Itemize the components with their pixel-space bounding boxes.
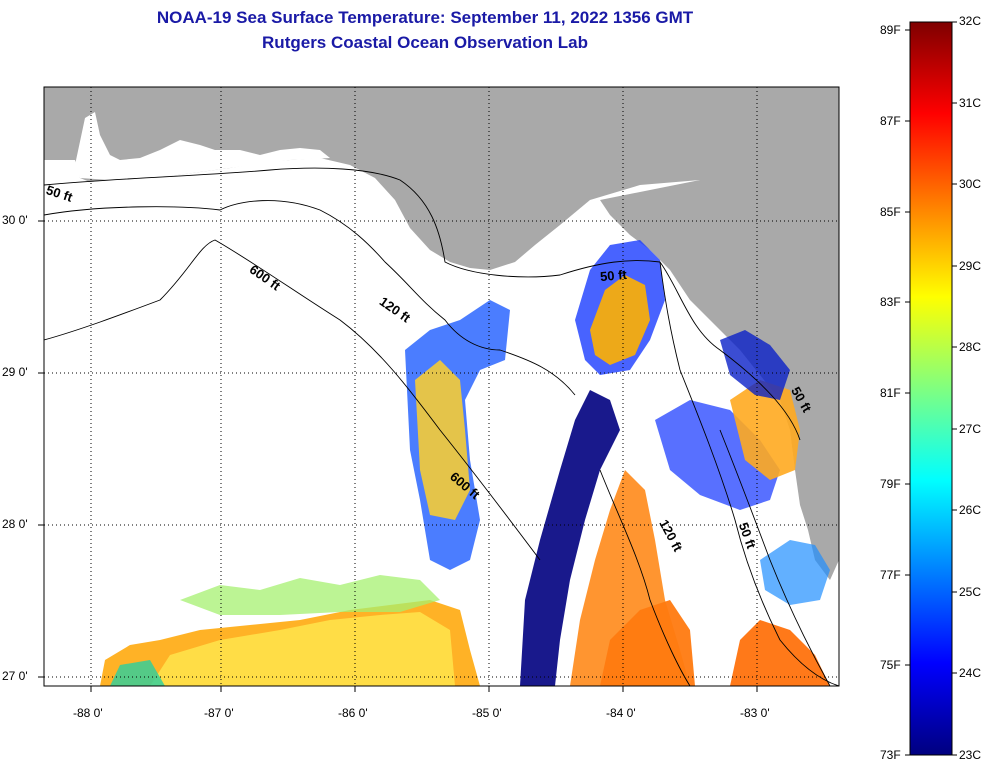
- sst-data-patches: [100, 240, 830, 686]
- colorbar-c-label: 32C: [959, 14, 982, 28]
- map-frame: [43, 86, 840, 687]
- land-north-coast: [44, 87, 839, 270]
- title-line-1: NOAA-19 Sea Surface Temperature: Septemb…: [156, 8, 694, 27]
- map-content: [44, 87, 839, 686]
- axis-ticks: [38, 220, 758, 692]
- colorbar-f-label: 85F: [880, 205, 901, 219]
- colorbar-c-label: 28C: [959, 340, 982, 354]
- lon-label-88: -88 0': [73, 706, 103, 720]
- lon-label-85: -85 0': [472, 706, 502, 720]
- land-florida-peninsula: [600, 180, 839, 580]
- colorbar-f-label: 79F: [880, 477, 901, 491]
- colorbar-c-label: 29C: [959, 259, 982, 273]
- colorbar-gradient: [909, 21, 953, 756]
- bay-cutout: [75, 112, 330, 180]
- colorbar-f-label: 77F: [880, 568, 901, 582]
- colorbar-c-label: 27C: [959, 422, 982, 436]
- colorbar-c-label: 26C: [959, 503, 982, 517]
- colorbar-f-label: 89F: [880, 23, 901, 37]
- contour-label: 50 ft: [599, 266, 628, 285]
- lat-label-30: 30 0': [2, 213, 28, 227]
- lon-label-86: -86 0': [338, 706, 368, 720]
- lat-label-29: 29 0': [2, 365, 28, 379]
- title-line-2: Rutgers Coastal Ocean Observation Lab: [262, 33, 588, 52]
- colorbar-c-label: 31C: [959, 96, 982, 110]
- lon-label-84: -84 0': [606, 706, 636, 720]
- colorbar-f-label: 75F: [880, 658, 901, 672]
- colorbar-c-label: 25C: [959, 585, 982, 599]
- lat-label-27: 27 0': [2, 669, 28, 683]
- colorbar-f-label: 87F: [880, 114, 901, 128]
- colorbar-c-label: 23C: [959, 748, 982, 762]
- colorbar-f-label: 81F: [880, 386, 901, 400]
- colorbar-f-label: 83F: [880, 295, 901, 309]
- lon-label-87: -87 0': [204, 706, 234, 720]
- colorbar-c-label: 24C: [959, 666, 982, 680]
- depth-contours: [44, 167, 839, 686]
- lat-label-28: 28 0': [2, 517, 28, 531]
- lon-label-83: -83 0': [740, 706, 770, 720]
- colorbar-ticks: [905, 21, 957, 756]
- colorbar-c-label: 30C: [959, 177, 982, 191]
- colorbar-f-label: 73F: [880, 748, 901, 762]
- gridlines: [44, 87, 839, 686]
